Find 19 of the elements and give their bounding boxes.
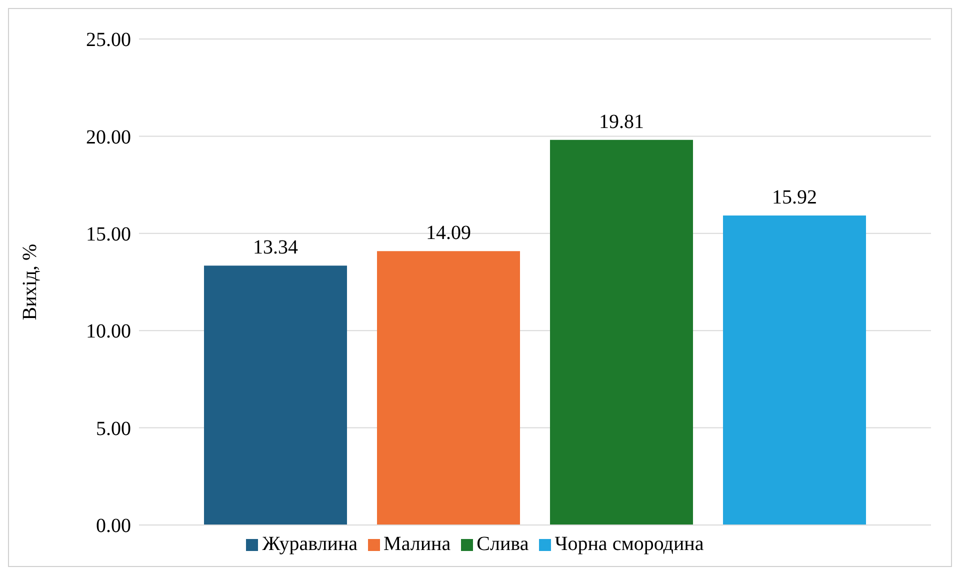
y-tick-label: 20.00 bbox=[86, 126, 131, 148]
legend-label: Малина bbox=[384, 533, 451, 555]
bar bbox=[204, 266, 347, 525]
legend-label: Слива bbox=[476, 533, 529, 555]
y-tick-label: 10.00 bbox=[86, 320, 131, 343]
bar bbox=[550, 140, 693, 525]
bar bbox=[377, 251, 520, 525]
y-axis-title: Вихід, % bbox=[19, 244, 42, 320]
legend-label: Журавлина bbox=[262, 533, 358, 555]
data-label: 14.09 bbox=[426, 222, 471, 244]
data-label: 15.92 bbox=[772, 186, 817, 209]
y-tick-label: 25.00 bbox=[86, 29, 131, 52]
data-label: 19.81 bbox=[599, 110, 644, 133]
data-label: 13.34 bbox=[253, 236, 298, 259]
y-tick-label: 15.00 bbox=[86, 224, 131, 246]
y-tick-label: 5.00 bbox=[96, 418, 131, 440]
legend-label: Чорна смородина bbox=[554, 533, 704, 555]
y-tick-label: 0.00 bbox=[96, 515, 131, 538]
bar bbox=[723, 216, 866, 525]
